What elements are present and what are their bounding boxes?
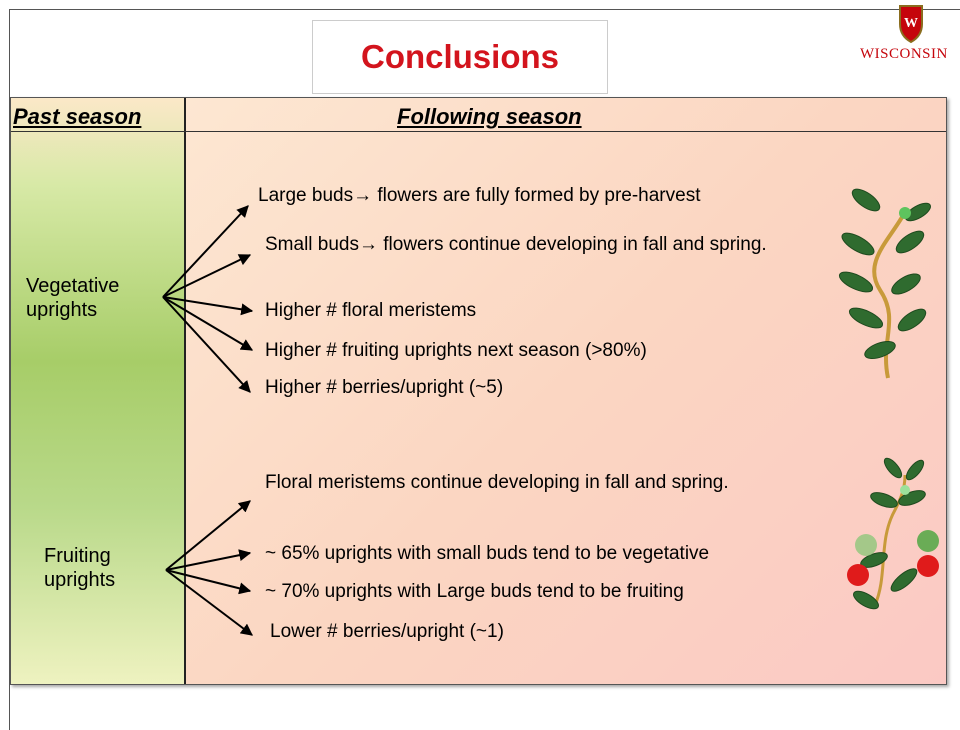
item: Large buds→ flowers are fully formed by … (258, 184, 858, 208)
item: ~ 65% uprights with small buds tend to b… (265, 542, 865, 566)
item: Floral meristems continue developing in … (265, 471, 805, 495)
item: Higher # floral meristems (265, 299, 825, 323)
item: Higher # berries/upright (~5) (265, 376, 825, 400)
item: Higher # fruiting uprights next season (… (265, 339, 825, 363)
group-label: Vegetative uprights (26, 274, 166, 322)
item: Lower # berries/upright (~1) (270, 620, 830, 644)
slide: Conclusions W WISCONSIN Past season Foll… (0, 0, 960, 721)
item: ~ 70% uprights with Large buds tend to b… (265, 580, 865, 604)
group-label: Fruiting uprights (44, 544, 184, 592)
item: Small buds→ flowers continue developing … (265, 233, 825, 257)
